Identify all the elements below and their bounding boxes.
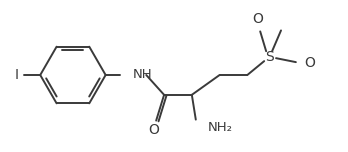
Text: NH₂: NH₂	[208, 121, 233, 134]
Text: O: O	[252, 12, 263, 26]
Text: S: S	[265, 50, 274, 64]
Text: O: O	[149, 123, 160, 136]
Text: NH: NH	[132, 67, 152, 81]
Text: O: O	[304, 56, 315, 70]
Text: I: I	[15, 68, 18, 82]
